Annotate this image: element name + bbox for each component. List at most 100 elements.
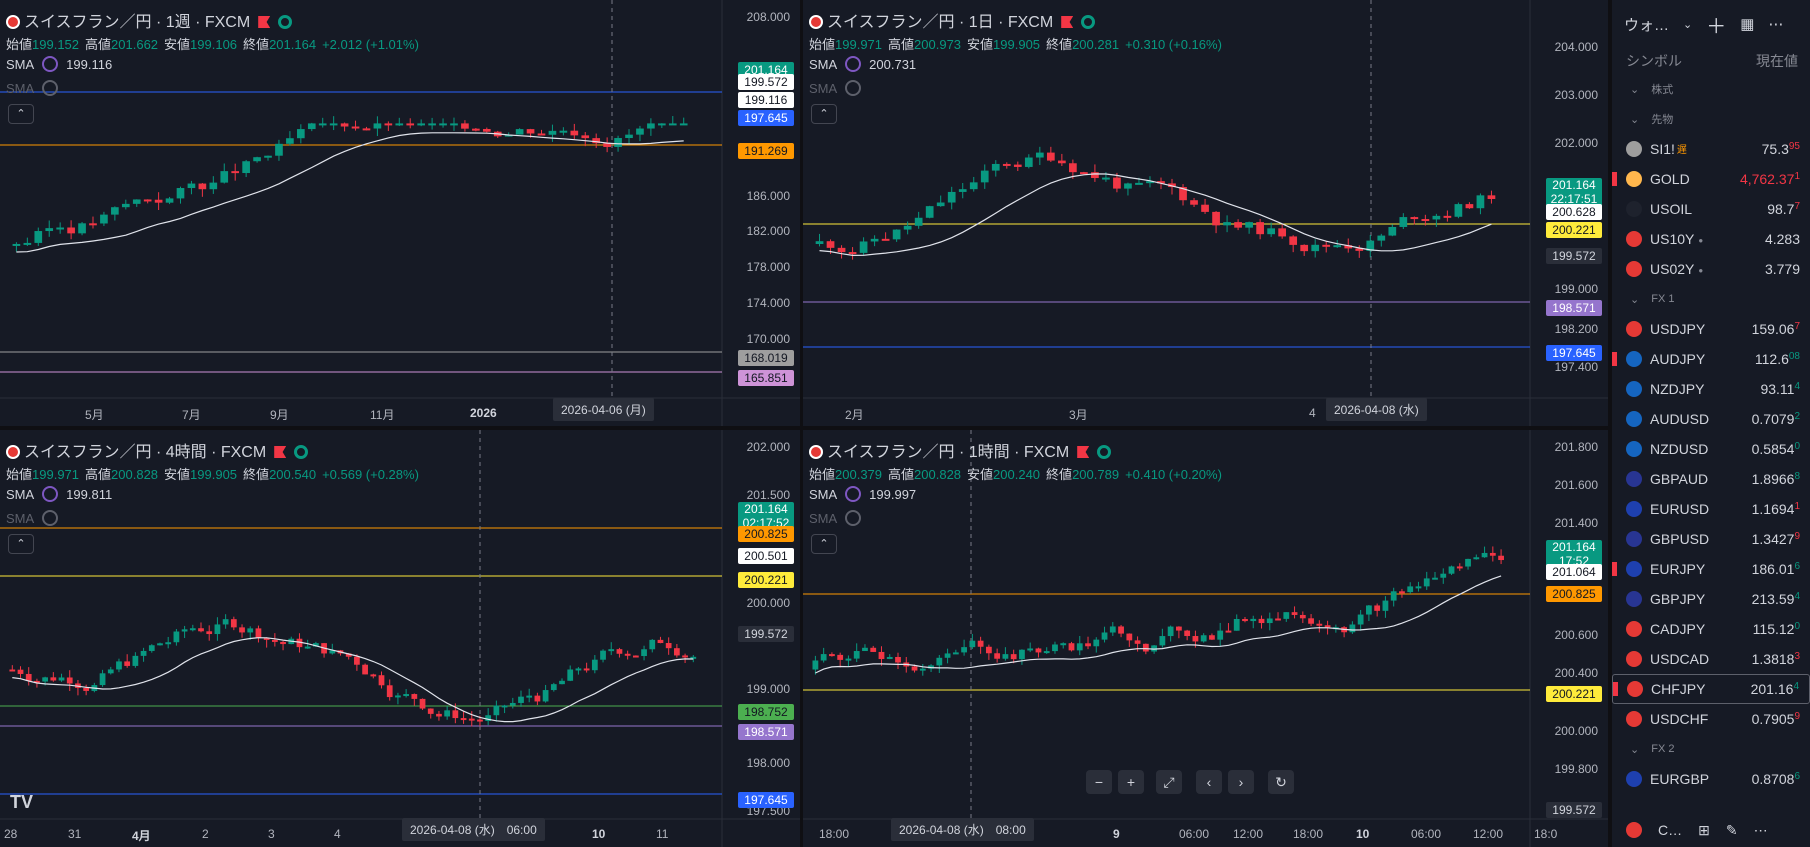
symbol-title[interactable]: スイスフラン／円 · 1日 · FXCM	[827, 14, 1054, 31]
watchlist-row[interactable]: EURGBP 0.87086	[1612, 764, 1810, 794]
watchlist-row[interactable]: GBPUSD 1.34279	[1612, 524, 1810, 554]
x-axis-tick: 2月	[845, 408, 864, 422]
watchlist-group-header[interactable]: ⌄ FX 2	[1630, 743, 1675, 756]
watchlist-row[interactable]: US02Y ● 3.779	[1612, 254, 1810, 284]
chart-pane-1h[interactable]: スイスフラン／円 · 1時間 · FXCM 始値200.379 高値200.828…	[803, 430, 1608, 847]
eye-off-icon[interactable]	[42, 80, 59, 96]
sma-legend-hidden[interactable]: SMA	[809, 80, 869, 96]
chevron-down-icon[interactable]: ⌄	[1630, 83, 1640, 96]
scroll-left-button[interactable]: ‹	[1196, 770, 1222, 794]
tradingview-logo[interactable]: TV	[10, 792, 34, 812]
collapse-legend-button[interactable]: ⌃	[811, 534, 837, 554]
chevron-down-icon[interactable]: ⌄	[1630, 743, 1640, 756]
sma-settings-icon[interactable]	[42, 486, 59, 502]
watchlist-row[interactable]: GBPJPY 213.594	[1612, 584, 1810, 614]
chart-pane-4h[interactable]: スイスフラン／円 · 4時間 · FXCM 始値199.971 高値200.828…	[0, 430, 800, 847]
collapse-legend-button[interactable]: ⌃	[8, 534, 34, 554]
sma-settings-icon[interactable]	[845, 56, 862, 72]
watchlist-group-header[interactable]: ⌄ 株式	[1630, 83, 1674, 97]
column-symbol[interactable]: シンボル	[1626, 53, 1682, 69]
chart-pane-daily[interactable]: スイスフラン／円 · 1日 · FXCM 始値199.971 高値200.973 安…	[803, 0, 1608, 426]
watchlist-row[interactable]: EURUSD 1.16941	[1612, 494, 1810, 524]
watchlist-row[interactable]: NZDUSD 0.58540	[1612, 434, 1810, 464]
reset-chart-button[interactable]: ↻	[1268, 770, 1294, 794]
candle-body	[329, 123, 338, 126]
chevron-down-icon[interactable]: ⌄	[1683, 18, 1693, 31]
sma-legend-hidden[interactable]: SMA	[809, 510, 869, 526]
candle-body	[25, 673, 32, 681]
zoom-out-button[interactable]: −	[1086, 770, 1112, 794]
symbol-title[interactable]: スイスフラン／円 · 1週 · FXCM	[24, 14, 251, 31]
watchlist-row[interactable]: AUDUSD 0.70792	[1612, 404, 1810, 434]
bookmark-flag-icon[interactable]	[1077, 446, 1090, 458]
watchlist-row[interactable]: CHFJPY 201.164	[1612, 674, 1810, 704]
candle-body	[1142, 643, 1149, 652]
watchlist-row[interactable]: CADJPY 115.120	[1612, 614, 1810, 644]
calculator-icon[interactable]: ▦	[1740, 16, 1755, 33]
watchlist-row[interactable]: GOLD 4,762.371	[1612, 164, 1810, 194]
chevron-down-icon[interactable]: ⌄	[1630, 113, 1640, 126]
bookmark-flag-icon[interactable]	[274, 446, 287, 458]
column-price[interactable]: 現在値	[1756, 53, 1798, 69]
flag-icon	[1612, 172, 1617, 186]
watchlist-row[interactable]: GBPAUD 1.89668	[1612, 464, 1810, 494]
more-icon[interactable]: ⋯	[1768, 16, 1784, 33]
candle-body	[1179, 187, 1187, 201]
symbol-title[interactable]: スイスフラン／円 · 1時間 · FXCM	[827, 444, 1070, 461]
more-icon[interactable]: ⋯	[1753, 821, 1768, 838]
candle-body	[132, 199, 141, 204]
eye-off-icon[interactable]	[845, 80, 862, 96]
price-chart-canvas[interactable]	[0, 430, 800, 847]
price-chart-canvas[interactable]	[803, 0, 1608, 426]
candle-body	[837, 247, 846, 253]
add-symbol-icon[interactable]: ＋	[1706, 15, 1727, 38]
sma-settings-icon[interactable]	[42, 56, 59, 72]
watchlist-row[interactable]: AUDJPY 112.608	[1612, 344, 1810, 374]
watchlist-group-header[interactable]: ⌄ 先物	[1630, 113, 1674, 127]
sma-settings-icon[interactable]	[845, 486, 862, 502]
candle-body	[1324, 625, 1331, 628]
watchlist-row[interactable]: USOIL 98.77	[1612, 194, 1810, 224]
chevron-down-icon[interactable]: ⌄	[1630, 293, 1640, 306]
candle-body	[1322, 244, 1331, 247]
watchlist-row[interactable]: NZDJPY 93.114	[1612, 374, 1810, 404]
sma-legend[interactable]: SMA 199.811	[6, 486, 113, 502]
watchlist-row[interactable]: USDCAD 1.38183	[1612, 644, 1810, 674]
chart-pane-weekly[interactable]: スイスフラン／円 · 1週 · FXCM 始値199.152 高値201.662 安…	[0, 0, 800, 426]
collapse-legend-button[interactable]: ⌃	[8, 104, 34, 124]
candle-body	[1256, 222, 1264, 235]
bottom-symbol[interactable]: C…	[1658, 822, 1683, 838]
watchlist-title[interactable]: ウォ…	[1624, 16, 1670, 34]
watchlist-row[interactable]: US10Y ● 4.283	[1612, 224, 1810, 254]
watchlist-row[interactable]: SI1! 遅 75.395	[1612, 134, 1810, 164]
pane-header: スイスフラン／円 · 1週 · FXCM	[6, 8, 293, 32]
candle-body	[1134, 640, 1141, 644]
candle-body	[395, 695, 401, 698]
candle-body	[173, 631, 180, 643]
watchlist-group-header[interactable]: ⌄ FX 1	[1630, 293, 1675, 306]
fit-screen-button[interactable]: ⤢	[1156, 770, 1182, 794]
price-chart-canvas[interactable]	[803, 430, 1608, 847]
zoom-in-button[interactable]: +	[1118, 770, 1144, 794]
bookmark-flag-icon[interactable]	[258, 16, 271, 28]
bookmark-flag-icon[interactable]	[1061, 16, 1074, 28]
layout-icon[interactable]: ⊞	[1698, 821, 1710, 838]
scroll-right-button[interactable]: ›	[1228, 770, 1254, 794]
eye-off-icon[interactable]	[42, 510, 59, 526]
eye-off-icon[interactable]	[845, 510, 862, 526]
symbol-logo-icon	[1626, 591, 1642, 607]
watchlist-row[interactable]: USDCHF 0.79059	[1612, 704, 1810, 734]
sma-legend[interactable]: SMA 199.116	[6, 56, 113, 72]
sma-legend-hidden[interactable]: SMA	[6, 80, 66, 96]
watchlist-row[interactable]: EURJPY 186.016	[1612, 554, 1810, 584]
collapse-legend-button[interactable]: ⌃	[811, 104, 837, 124]
candle-body	[657, 639, 664, 644]
sma-legend[interactable]: SMA 199.997	[809, 486, 917, 502]
candle-body	[1443, 215, 1452, 218]
sma-legend-hidden[interactable]: SMA	[6, 510, 66, 526]
symbol-title[interactable]: スイスフラン／円 · 4時間 · FXCM	[24, 444, 267, 461]
edit-icon[interactable]: ✎	[1725, 821, 1738, 838]
watchlist-row[interactable]: USDJPY 159.067	[1612, 314, 1810, 344]
price-chart-canvas[interactable]	[0, 0, 800, 426]
sma-legend[interactable]: SMA 200.731	[809, 56, 917, 72]
